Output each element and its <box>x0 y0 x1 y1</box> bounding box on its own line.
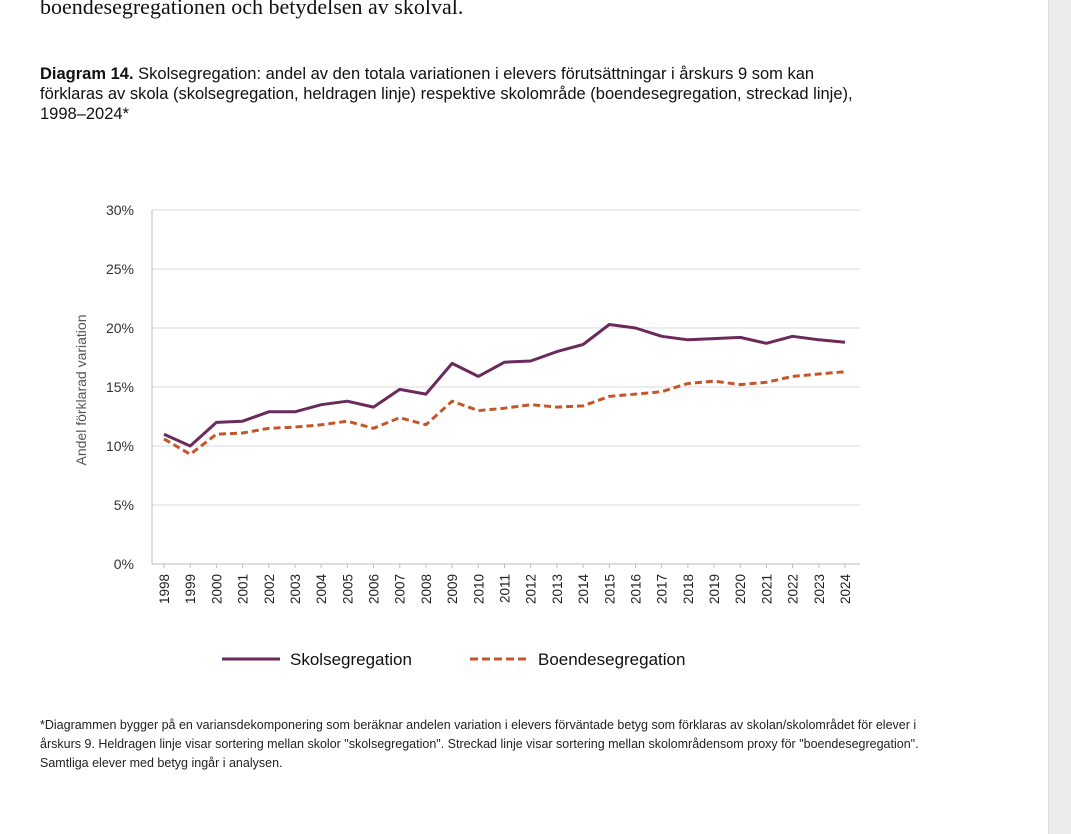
y-tick-label: 15% <box>106 379 134 395</box>
x-tick-label: 2017 <box>655 574 670 604</box>
x-tick-label: 2008 <box>419 574 434 604</box>
x-tick-label: 2015 <box>602 574 617 604</box>
x-tick-label: 2012 <box>524 574 539 604</box>
x-tick-label: 2001 <box>236 574 251 604</box>
x-tick-label: 1999 <box>183 574 198 604</box>
x-tick-label: 2020 <box>733 574 748 604</box>
chart-legend: Skolsegregation Boendesegregation <box>222 650 685 669</box>
caption-text: Skolsegregation: andel av den totala var… <box>40 65 853 123</box>
y-axis-title: Andel förklarad variation <box>73 315 89 466</box>
x-tick-label: 2014 <box>576 574 591 605</box>
y-tick-label: 20% <box>106 320 134 336</box>
footnote: *Diagrammen bygger på en variansdekompon… <box>40 718 919 770</box>
series-line-skolsegregation <box>163 323 846 448</box>
series-line-boendesegregation <box>163 370 846 456</box>
x-tick-label: 2022 <box>786 574 801 604</box>
document-page: boendesegregationen och betydelsen av sk… <box>40 0 919 770</box>
divider <box>1048 0 1049 834</box>
x-axis: 1998 1999 2000 2001 2002 2003 2004 2005 2006 2007… <box>157 564 853 604</box>
x-tick-label: 2000 <box>209 574 224 604</box>
figure-caption: Diagram 14. Skolsegregation: andel av de… <box>40 64 860 124</box>
x-tick-label: 2003 <box>288 574 303 604</box>
chart-series <box>163 323 846 456</box>
x-tick-label: 2005 <box>340 574 355 604</box>
x-tick-label: 2010 <box>471 574 486 604</box>
x-tick-label: 2019 <box>707 574 722 604</box>
y-tick-label: 25% <box>106 261 134 277</box>
x-tick-label: 2018 <box>681 574 696 604</box>
x-tick-label: 2023 <box>812 574 827 604</box>
grid-lines <box>152 209 860 565</box>
x-tick-label: 2024 <box>838 574 853 605</box>
y-tick-label: 10% <box>106 438 134 454</box>
y-tick-label: 30% <box>106 202 134 218</box>
legend-label: Skolsegregation <box>290 650 412 669</box>
x-tick-label: 1998 <box>157 574 172 604</box>
x-tick-label: 2004 <box>314 574 329 605</box>
x-tick-label: 2013 <box>550 574 565 604</box>
line-chart: 0% 5% 10% 15% 20% 25% 30% Andel förklarad varia… <box>73 202 860 669</box>
x-tick-label: 2009 <box>445 574 460 604</box>
x-tick-label: 2002 <box>262 574 277 604</box>
scrollbar-track[interactable] <box>1048 0 1071 834</box>
legend-label: Boendesegregation <box>538 650 685 669</box>
y-tick-label: 0% <box>114 556 134 572</box>
x-tick-label: 2011 <box>498 574 513 603</box>
x-tick-label: 2016 <box>628 574 643 604</box>
caption-label: Diagram 14. <box>40 65 134 83</box>
x-tick-label: 2006 <box>367 574 382 604</box>
x-tick-label: 2021 <box>759 574 774 604</box>
y-tick-label: 5% <box>114 497 134 513</box>
y-axis: 0% 5% 10% 15% 20% 25% 30% Andel förklarad varia… <box>73 202 153 572</box>
intro-text: boendesegregationen och betydelsen av sk… <box>40 0 464 19</box>
x-tick-label: 2007 <box>393 574 408 604</box>
